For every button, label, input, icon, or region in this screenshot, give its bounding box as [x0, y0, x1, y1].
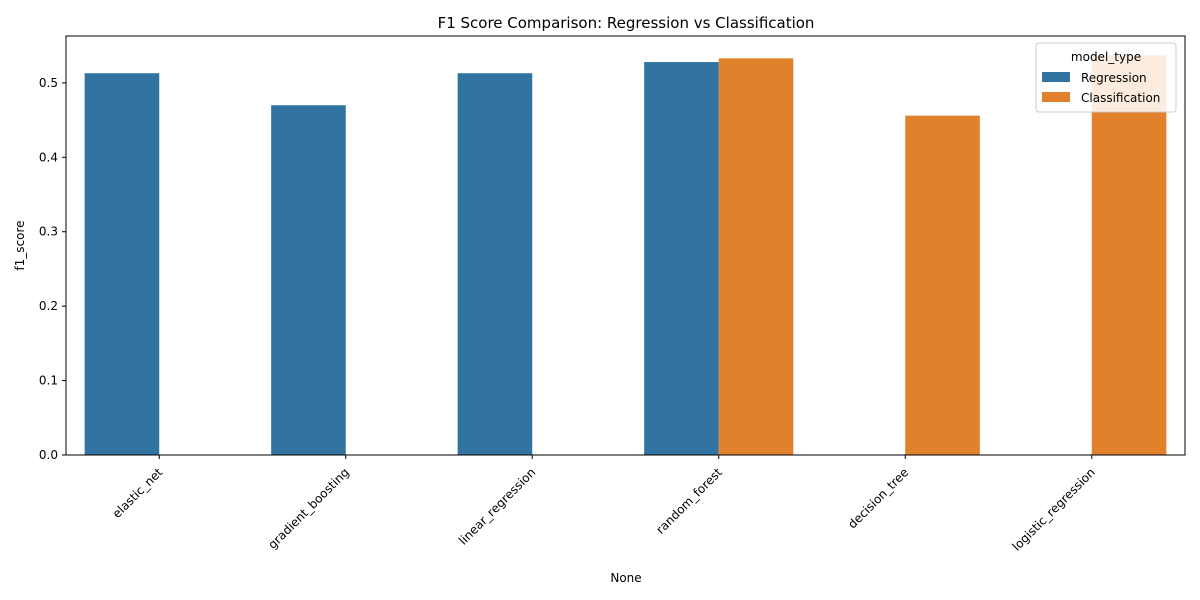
legend-label-classification: Classification — [1081, 91, 1160, 105]
bar-classification-logistic-regression — [1091, 55, 1167, 455]
x-tick-label-elastic-net: elastic_net — [110, 465, 166, 521]
x-tick-label-decision-tree: decision_tree — [845, 465, 911, 531]
legend-swatch-classification — [1042, 92, 1070, 102]
legend: model_type Regression Classification — [1035, 42, 1177, 113]
x-tick-label-logistic-regression: logistic_regression — [1009, 465, 1097, 553]
x-tick-label-linear-regression: linear_regression — [456, 465, 538, 547]
y-tick-label: 0.4 — [39, 150, 58, 164]
bar-regression-linear-regression — [457, 73, 533, 455]
x-tick-label-gradient-boosting: gradient_boosting — [265, 465, 352, 552]
bar-regression-gradient-boosting — [271, 105, 346, 456]
y-tick-label: 0.3 — [39, 225, 58, 239]
y-axis-label: f1_score — [13, 220, 27, 270]
y-axis: 0.0 0.1 0.2 0.3 0.4 0.5 — [39, 76, 66, 462]
x-axis-label: None — [610, 571, 641, 585]
legend-entries: Regression Classification — [1042, 71, 1160, 105]
legend-title: model_type — [1071, 50, 1141, 64]
legend-frame — [1035, 42, 1177, 113]
y-tick-label: 0.0 — [39, 448, 58, 462]
chart-title: F1 Score Comparison: Regression vs Class… — [438, 14, 815, 32]
plot-frame — [65, 35, 1186, 456]
bar-classification-random-forest — [718, 58, 794, 456]
y-tick-label: 0.2 — [39, 299, 58, 313]
bar-regression-elastic-net — [84, 73, 160, 455]
x-tick-label-random-forest: random_forest — [653, 465, 725, 537]
legend-swatch-regression — [1042, 72, 1070, 82]
y-tick-label: 0.5 — [39, 76, 58, 90]
y-tick-label: 0.1 — [39, 374, 58, 388]
bar-classification-decision-tree — [905, 115, 980, 455]
x-axis: elastic_net gradient_boosting linear_regre… — [110, 455, 1098, 554]
bar-regression-random-forest — [644, 62, 719, 455]
legend-label-regression: Regression — [1081, 71, 1147, 85]
bars-group — [84, 55, 1167, 456]
